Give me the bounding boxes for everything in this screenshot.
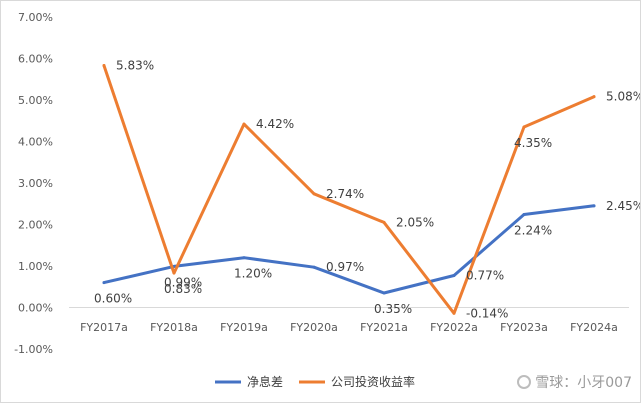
series-layer xyxy=(102,64,596,315)
data-point xyxy=(102,281,106,285)
y-tick-label: 5.00% xyxy=(18,94,53,107)
data-point xyxy=(242,256,246,260)
data-label: 2.24% xyxy=(514,224,552,238)
data-label: 5.83% xyxy=(116,59,154,73)
data-point xyxy=(312,265,316,269)
legend-label: 净息差 xyxy=(247,374,283,389)
data-point xyxy=(522,213,526,217)
data-point xyxy=(382,220,386,224)
data-label: 0.35% xyxy=(374,302,412,316)
data-label: 0.99% xyxy=(164,275,202,289)
data-label: 0.77% xyxy=(466,269,504,283)
data-label: 4.35% xyxy=(514,136,552,150)
x-tick-label: FY2023a xyxy=(500,321,548,334)
watermark-text: 雪球：小牙007 xyxy=(535,375,632,391)
data-point xyxy=(452,274,456,278)
legend-label: 公司投资收益率 xyxy=(331,374,415,389)
data-point xyxy=(242,122,246,126)
data-point xyxy=(592,204,596,208)
x-tick-label: FY2024a xyxy=(570,321,618,334)
snowball-logo-icon xyxy=(517,375,532,389)
data-label: 0.60% xyxy=(94,292,132,306)
y-tick-label: -1.00% xyxy=(14,343,53,356)
y-tick-label: 0.00% xyxy=(18,302,53,315)
y-tick-label: 1.00% xyxy=(18,260,53,273)
y-tick-label: 2.00% xyxy=(18,219,53,232)
data-label: 2.05% xyxy=(396,215,434,229)
data-label: 0.83% xyxy=(164,282,202,296)
y-tick-label: 4.00% xyxy=(18,136,53,149)
data-point xyxy=(382,291,386,295)
legend: 净息差 公司投资收益率 xyxy=(215,374,415,389)
x-tick-label: FY2022a xyxy=(430,321,478,334)
data-label: 0.97% xyxy=(326,260,364,274)
y-tick-label: 3.00% xyxy=(18,177,53,190)
x-tick-label: FY2020a xyxy=(290,321,338,334)
y-tick-label: 6.00% xyxy=(18,53,53,66)
x-tick-label: FY2017a xyxy=(80,321,128,334)
data-point xyxy=(452,311,456,315)
data-label: 1.20% xyxy=(234,267,272,281)
series-line-investment-yield xyxy=(102,64,596,315)
data-point xyxy=(522,125,526,129)
data-label-layer: 0.60% 0.99% 1.20% 0.97% 0.35% 0.77% 2.24% 2.45%… xyxy=(94,59,641,321)
data-label: 2.45% xyxy=(606,199,640,213)
data-point xyxy=(312,192,316,196)
x-axis: FY2017a FY2018a FY2019a FY2020a FY2021a FY202… xyxy=(69,307,629,334)
data-label: 4.42% xyxy=(256,117,294,131)
y-axis: 7.00% 6.00% 5.00% 4.00% 3.00% 2.00% 1.00% 0.00%… xyxy=(14,11,53,356)
data-label: 5.08% xyxy=(606,90,640,104)
data-point xyxy=(592,95,596,99)
data-point xyxy=(172,271,176,275)
x-tick-label: FY2021a xyxy=(360,321,408,334)
data-label: -0.14% xyxy=(466,306,508,320)
watermark: 雪球：小牙007 xyxy=(517,372,632,392)
x-tick-label: FY2018a xyxy=(150,321,198,334)
x-tick-label: FY2019a xyxy=(220,321,268,334)
series-line-net-interest-margin xyxy=(102,204,596,295)
y-tick-label: 7.00% xyxy=(18,11,53,24)
data-label: 2.74% xyxy=(326,187,364,201)
data-point xyxy=(102,64,106,68)
